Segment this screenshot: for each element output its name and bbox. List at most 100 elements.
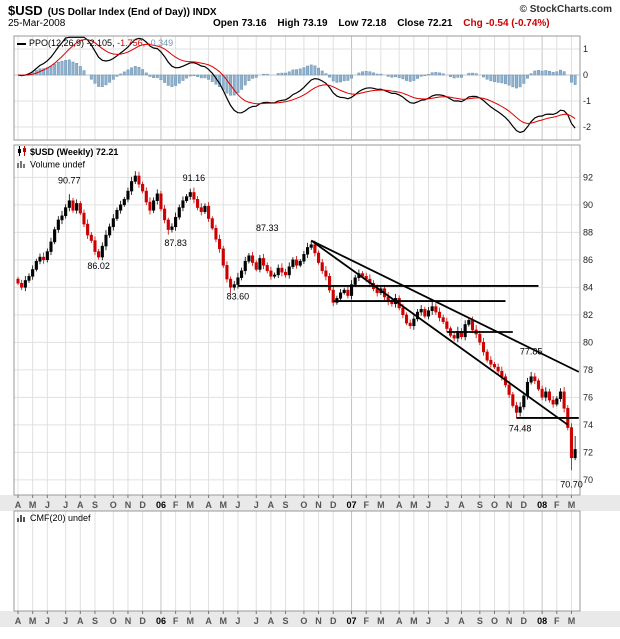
svg-text:O: O	[491, 500, 498, 510]
svg-text:08: 08	[537, 500, 547, 510]
svg-text:0: 0	[583, 70, 588, 80]
svg-text:76: 76	[583, 392, 593, 402]
open-value: 73.16	[241, 18, 267, 29]
svg-text:70.70: 70.70	[560, 479, 583, 489]
svg-text:A: A	[458, 616, 465, 626]
price-legend: $USD (Weekly) 72.21 Volume undef	[17, 146, 118, 171]
svg-text:F: F	[554, 616, 560, 626]
ppo-value-signal: -1.756,	[117, 38, 146, 48]
close-value: 72.21	[427, 18, 453, 29]
svg-text:M: M	[410, 500, 418, 510]
svg-text:N: N	[315, 616, 322, 626]
cmf-icon	[17, 513, 27, 524]
svg-text:06: 06	[156, 616, 166, 626]
svg-text:S: S	[92, 500, 98, 510]
svg-text:D: D	[521, 616, 528, 626]
svg-text:87.33: 87.33	[256, 223, 279, 233]
svg-text:D: D	[139, 500, 146, 510]
svg-text:J: J	[254, 500, 259, 510]
volume-label: Volume undef	[30, 159, 86, 170]
svg-text:A: A	[77, 616, 84, 626]
svg-text:S: S	[477, 616, 483, 626]
svg-text:-2: -2	[583, 122, 591, 132]
svg-text:S: S	[283, 500, 289, 510]
svg-text:92: 92	[583, 172, 593, 182]
ppo-label: PPO(12,26,9)	[29, 38, 85, 48]
high-label: High	[277, 18, 300, 29]
svg-text:J: J	[254, 616, 259, 626]
svg-text:87.83: 87.83	[164, 238, 187, 248]
svg-text:74.48: 74.48	[509, 424, 532, 434]
svg-text:F: F	[363, 500, 369, 510]
svg-text:72: 72	[583, 447, 593, 457]
svg-text:O: O	[491, 616, 498, 626]
svg-text:F: F	[173, 616, 179, 626]
svg-text:J: J	[63, 616, 68, 626]
close-label: Close	[397, 18, 425, 29]
svg-text:M: M	[220, 500, 228, 510]
svg-text:86: 86	[583, 255, 593, 265]
svg-text:M: M	[377, 616, 385, 626]
open-label: Open	[213, 18, 239, 29]
svg-text:J: J	[45, 616, 50, 626]
quote-line: Open 73.16 High 73.19 Low 72.18 Close 72.21 …	[213, 18, 550, 29]
svg-text:M: M	[377, 500, 385, 510]
svg-text:N: N	[506, 616, 513, 626]
svg-text:1: 1	[583, 44, 588, 54]
svg-text:91.16: 91.16	[183, 173, 206, 183]
svg-text:M: M	[220, 616, 228, 626]
svg-text:N: N	[125, 616, 132, 626]
svg-text:F: F	[173, 500, 179, 510]
svg-text:J: J	[444, 500, 449, 510]
svg-text:A: A	[205, 616, 212, 626]
svg-text:A: A	[205, 500, 212, 510]
svg-text:83.60: 83.60	[227, 292, 250, 302]
svg-text:S: S	[92, 616, 98, 626]
low-label: Low	[338, 18, 359, 29]
svg-text:D: D	[521, 500, 528, 510]
stockcharts-credit: © StockCharts.com	[519, 4, 612, 15]
svg-text:88: 88	[583, 227, 593, 237]
symbol: $USD	[8, 3, 43, 18]
svg-text:N: N	[315, 500, 322, 510]
svg-text:J: J	[45, 500, 50, 510]
svg-text:M: M	[187, 500, 195, 510]
change-value: -0.54 (-0.74%)	[485, 18, 550, 29]
svg-text:A: A	[268, 500, 275, 510]
svg-text:07: 07	[347, 616, 357, 626]
svg-text:J: J	[235, 500, 240, 510]
svg-text:A: A	[77, 500, 84, 510]
candlestick-icon	[17, 146, 27, 159]
svg-text:86.02: 86.02	[87, 261, 110, 271]
svg-text:A: A	[396, 616, 403, 626]
svg-text:A: A	[458, 500, 465, 510]
cmf-label: CMF(20) undef	[30, 513, 91, 523]
svg-text:F: F	[554, 500, 560, 510]
svg-text:A: A	[268, 616, 275, 626]
svg-text:84: 84	[583, 282, 593, 292]
svg-text:78: 78	[583, 365, 593, 375]
svg-text:J: J	[426, 616, 431, 626]
change-label: Chg	[463, 18, 483, 29]
svg-text:O: O	[300, 616, 307, 626]
svg-text:M: M	[29, 500, 37, 510]
svg-text:S: S	[283, 616, 289, 626]
symbol-description: (US Dollar Index (End of Day)) INDX	[47, 7, 217, 18]
ppo-legend: PPO(12,26,9) -2.105, -1.756, -0.349	[17, 38, 173, 48]
volume-icon	[17, 159, 27, 171]
svg-text:77.85: 77.85	[520, 347, 543, 357]
svg-text:D: D	[330, 616, 337, 626]
svg-text:74: 74	[583, 420, 593, 430]
svg-text:J: J	[63, 500, 68, 510]
svg-text:N: N	[506, 500, 513, 510]
svg-text:80: 80	[583, 337, 593, 347]
svg-text:D: D	[330, 500, 337, 510]
svg-text:70: 70	[583, 475, 593, 485]
svg-text:07: 07	[347, 500, 357, 510]
title-row: $USD (US Dollar Index (End of Day)) INDX	[8, 2, 217, 20]
svg-text:S: S	[477, 500, 483, 510]
svg-text:M: M	[410, 616, 418, 626]
svg-text:06: 06	[156, 500, 166, 510]
